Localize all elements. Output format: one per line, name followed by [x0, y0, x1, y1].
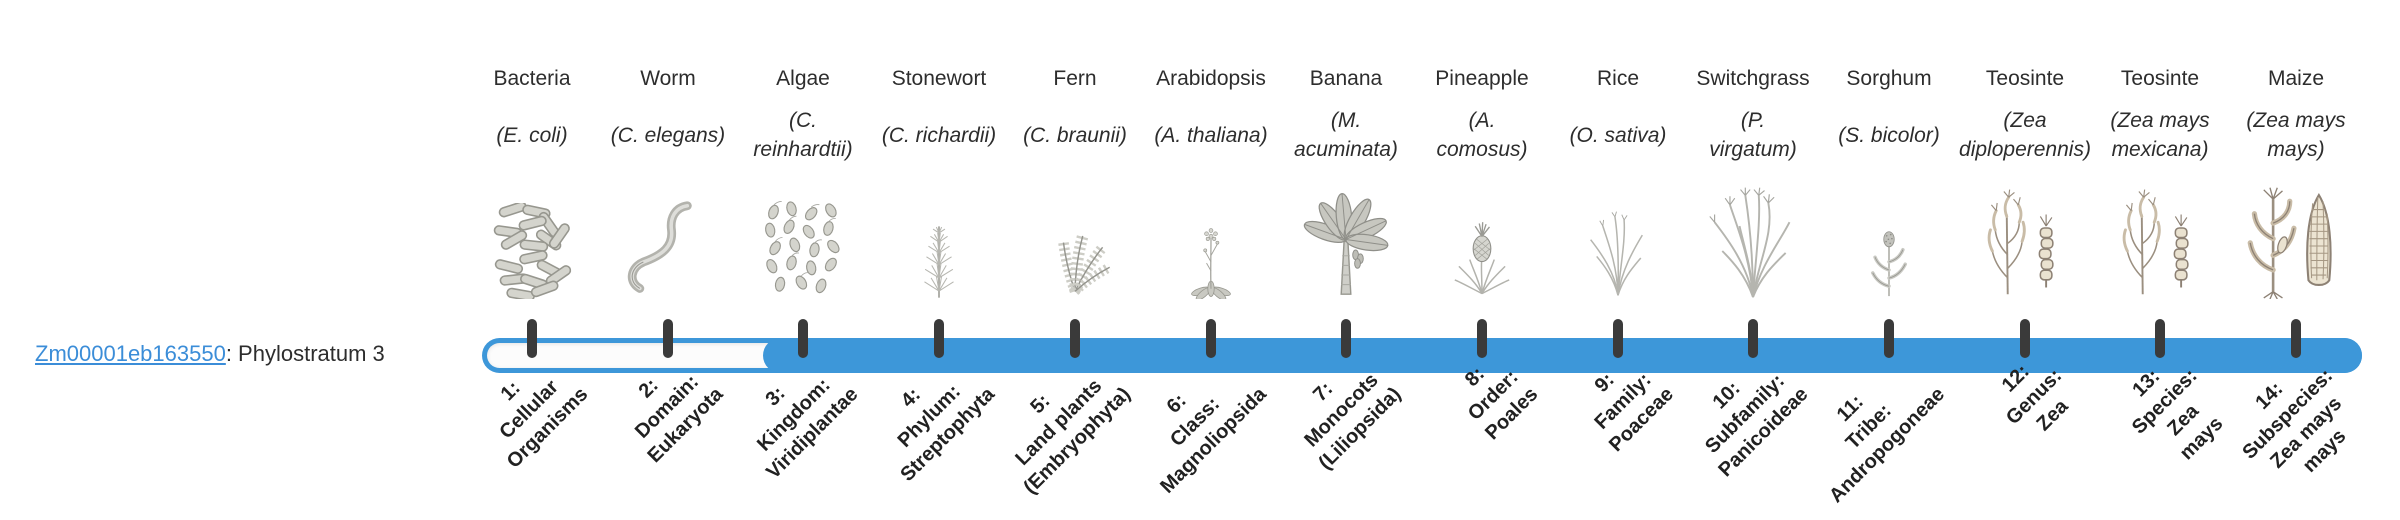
algae-icon [741, 175, 865, 299]
switchgrass-icon [1691, 175, 1815, 299]
organism-scientific-name: (Zea mays mexicana) [2110, 109, 2210, 161]
organism-scientific-name: (A. comosus) [1436, 109, 1528, 161]
organism-common-name: Banana [1309, 67, 1383, 90]
worm-icon [606, 175, 730, 299]
pineapple-icon [1420, 175, 1544, 299]
organism-common-name: Algae [776, 67, 830, 90]
timeline-tick [1613, 319, 1623, 358]
sorghum-icon [1827, 175, 1951, 299]
phylostratum-bar-fill [763, 338, 2362, 373]
organism-common-name: Fern [1053, 67, 1097, 90]
organism-common-name: Stonewort [891, 67, 987, 90]
organism-scientific-name: (Zea diploperennis) [1959, 109, 2091, 161]
organism-common-name: Teosinte [1985, 67, 2065, 90]
organism-common-name: Sorghum [1846, 67, 1932, 90]
organism-scientific-name: (O. sativa) [1569, 123, 1667, 147]
timeline-tick [1748, 319, 1758, 358]
teosinte-icon [2098, 175, 2222, 299]
organism-scientific-name: (C. braunii) [1023, 123, 1127, 147]
timeline-tick [527, 319, 537, 358]
organism-scientific-name: (C. reinhardtii) [753, 109, 853, 161]
organism-common-name: Rice [1596, 67, 1639, 90]
organism-common-name: Maize [2267, 67, 2325, 90]
organism-common-name: Bacteria [493, 67, 571, 90]
timeline-tick [2291, 319, 2301, 358]
organism-common-name: Pineapple [1435, 67, 1529, 90]
organism-common-name: Arabidopsis [1156, 67, 1266, 90]
timeline-tick [1341, 319, 1351, 358]
teosinte-icon [1963, 175, 2087, 299]
organism-scientific-name: (C. elegans) [610, 123, 726, 147]
organism-scientific-name: (A. thaliana) [1154, 123, 1268, 147]
organism-common-name: Teosinte [2120, 67, 2200, 90]
timeline-tick [798, 319, 808, 358]
organism-common-name: Switchgrass [1696, 67, 1810, 90]
timeline-tick [1206, 319, 1216, 358]
timeline-tick [663, 319, 673, 358]
phylostratum-bar [482, 338, 2362, 373]
gene-id-link[interactable]: Zm00001eb163550 [35, 341, 226, 366]
arabidopsis-icon [1149, 175, 1273, 299]
timeline-tick [2155, 319, 2165, 358]
gene-label: Zm00001eb163550: Phylostratum 3 [35, 340, 385, 368]
organism-scientific-name: (S. bicolor) [1838, 123, 1940, 147]
organism-scientific-name: (C. richardii) [881, 123, 997, 147]
organism-scientific-name: (Zea mays mays) [2246, 109, 2346, 161]
organism-scientific-name: (P. virgatum) [1709, 109, 1797, 161]
fern-icon [1013, 175, 1137, 299]
banana-icon [1284, 175, 1408, 299]
organism-scientific-name: (E. coli) [496, 123, 568, 147]
rice-icon [1556, 175, 1680, 299]
maize-icon [2234, 175, 2358, 299]
organism-common-name: Worm [640, 67, 696, 90]
timeline-tick [1477, 319, 1487, 358]
timeline-tick [2020, 319, 2030, 358]
timeline-tick [1070, 319, 1080, 358]
organism-scientific-name: (M. acuminata) [1294, 109, 1398, 161]
stonewort-icon [877, 175, 1001, 299]
timeline-tick [934, 319, 944, 358]
bacteria-icon [470, 175, 594, 299]
timeline-tick [1884, 319, 1894, 358]
gene-phylostratum-text: : Phylostratum 3 [225, 341, 385, 366]
